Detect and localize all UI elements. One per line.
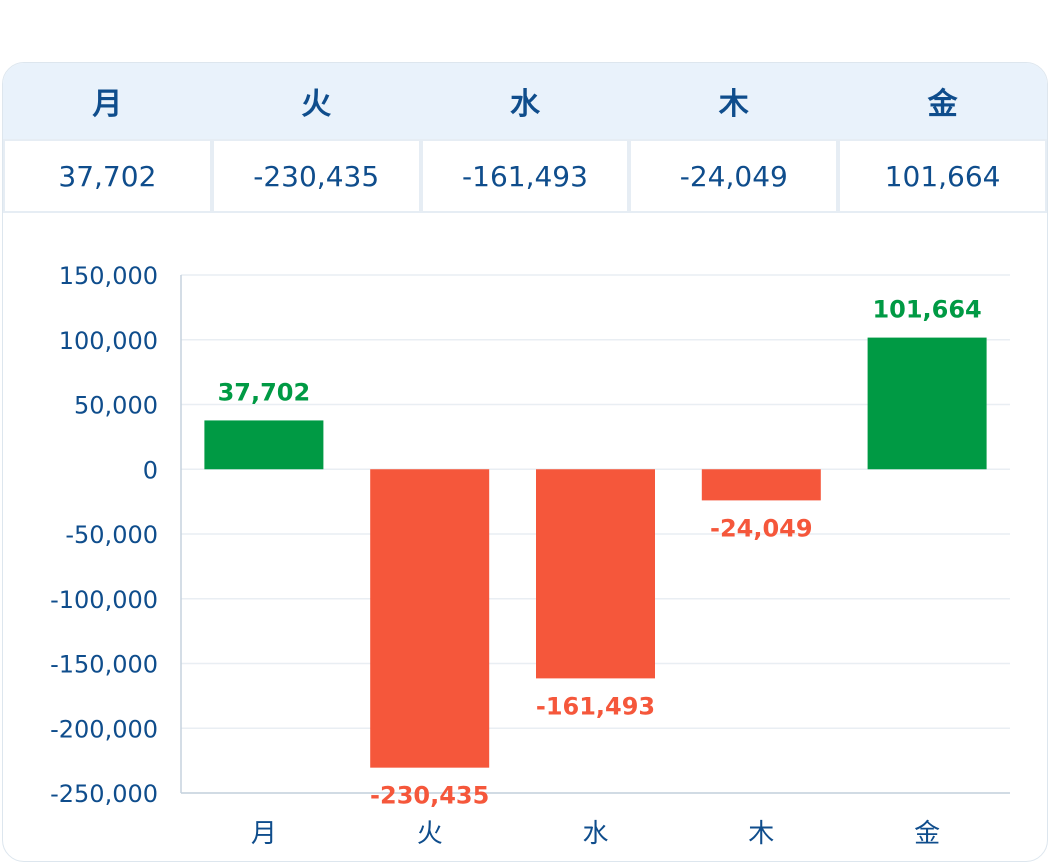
y-tick-label: -150,000 (50, 651, 158, 679)
data-label-3: -161,493 (536, 692, 655, 720)
value-cell-fri: 101,664 (838, 139, 1047, 213)
header-cell-wed: 水 (509, 87, 540, 122)
header-cell-thu: 木 (718, 87, 749, 122)
data-label-2: -230,435 (370, 782, 489, 810)
y-tick-label: 50,000 (74, 392, 158, 420)
x-tick-label-1: 月 (251, 819, 277, 849)
x-tick-label-2: 火 (417, 819, 443, 849)
y-tick-label: -200,000 (50, 715, 158, 743)
table-value-row: 37,702 -230,435 -161,493 -24,049 101,664 (3, 139, 1047, 213)
value-cell-thu: -24,049 (629, 139, 839, 213)
header-cell-fri: 金 (927, 87, 958, 122)
bar-3 (536, 469, 655, 679)
x-tick-label-4: 木 (748, 819, 774, 849)
data-label-4: -24,049 (710, 514, 813, 542)
y-tick-label: -250,000 (50, 780, 158, 808)
header-cell-mon: 月 (92, 87, 123, 122)
value-cell-mon: 37,702 (3, 139, 212, 213)
bar-5 (867, 337, 987, 470)
y-tick-label: -100,000 (50, 586, 158, 614)
y-tick-label: -50,000 (65, 521, 158, 549)
value-cell-tue: -230,435 (211, 139, 421, 213)
table-header-row: 月 火 水 木 金 (3, 63, 1047, 140)
bar-2 (370, 469, 490, 768)
x-tick-label-3: 水 (582, 819, 608, 849)
y-tick-label: 100,000 (59, 327, 158, 355)
x-tick-label-5: 金 (914, 819, 940, 849)
bar-1 (204, 420, 324, 470)
value-cell-wed: -161,493 (420, 139, 630, 213)
y-tick-label: 0 (143, 456, 158, 484)
header-cell-tue: 火 (301, 87, 332, 122)
y-tick-label: 150,000 (59, 262, 158, 290)
bar-4 (701, 469, 821, 501)
data-label-5: 101,664 (872, 296, 981, 324)
data-label-1: 37,702 (218, 378, 311, 406)
